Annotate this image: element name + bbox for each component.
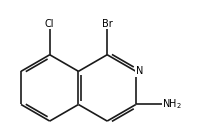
Text: Br: Br	[102, 19, 113, 29]
Text: NH$_2$: NH$_2$	[162, 98, 182, 111]
Text: Cl: Cl	[45, 19, 54, 29]
Text: N: N	[136, 66, 143, 76]
